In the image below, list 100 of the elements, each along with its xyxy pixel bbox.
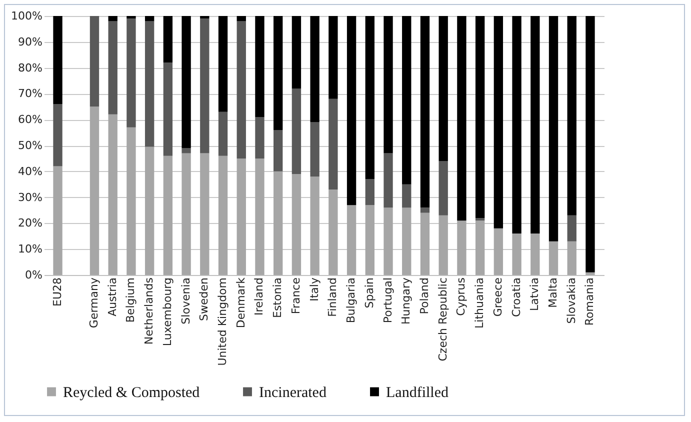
x-tick-label: Italy [308, 277, 321, 302]
bar [530, 234, 540, 275]
x-tick-label: France [289, 277, 302, 314]
bar [438, 215, 448, 275]
x-tick-label: Slovakia [564, 278, 578, 324]
bar [108, 21, 118, 114]
bar [438, 16, 448, 162]
bar [328, 98, 338, 190]
y-tick-label: 90% [18, 35, 42, 48]
x-tick-label: United Kingdom [216, 278, 230, 366]
bar [163, 156, 173, 275]
y-tick-label: 80% [18, 61, 42, 74]
x-tick-label: Sweden [198, 277, 211, 321]
bar [567, 16, 576, 216]
bar [144, 21, 154, 147]
x-tick-label: Romania [583, 278, 596, 326]
bar [475, 218, 485, 221]
bar [182, 153, 191, 275]
bar [274, 130, 283, 172]
bar [292, 88, 302, 174]
x-tick-label: Spain [362, 277, 376, 308]
x-tick-label: Croatia [510, 278, 523, 318]
x-tick-label: Lithuania [473, 278, 486, 328]
x-tick-label: Latvia [528, 278, 542, 311]
bar [420, 212, 430, 275]
bar [494, 228, 504, 275]
bar [586, 272, 595, 275]
legend-label: Reycled & Composted [63, 384, 200, 401]
bar [255, 117, 264, 158]
bar [274, 171, 283, 275]
bar [402, 16, 412, 184]
bar [200, 153, 210, 275]
bar [218, 112, 228, 156]
bar [200, 18, 210, 154]
legend-label: Incinerated [259, 384, 327, 401]
y-tick-label: 20% [18, 216, 42, 230]
bar [218, 156, 228, 275]
bar [548, 241, 558, 275]
bar [310, 122, 320, 177]
x-tick-label: Poland [418, 278, 431, 314]
x-tick-label: Portugal [381, 278, 394, 324]
bar [494, 16, 504, 228]
bar [438, 161, 448, 216]
bar [384, 153, 393, 208]
bar [310, 176, 320, 275]
bar [548, 16, 558, 242]
bar [457, 16, 466, 221]
bar [53, 104, 62, 166]
bar [108, 114, 118, 275]
bar [144, 146, 154, 275]
bar [457, 220, 466, 275]
bar [292, 16, 302, 89]
bar [512, 234, 522, 275]
x-tick-label: Bulgaria [344, 278, 358, 324]
bar [163, 62, 173, 156]
bar [53, 16, 62, 104]
x-tick-label: Denmark [234, 276, 248, 328]
x-tick-label: Austria [106, 278, 119, 316]
x-tick-label: Estonia [271, 278, 284, 318]
bar [163, 16, 173, 63]
bar [90, 106, 100, 275]
bar [475, 220, 485, 275]
x-tick-label: Luxembourg [160, 278, 174, 346]
x-tick-label: Greece [491, 277, 504, 317]
legend-label: Landfilled [386, 384, 449, 401]
bar [236, 21, 246, 158]
bar [126, 16, 136, 19]
y-tick-label: 60% [18, 113, 42, 126]
bar [567, 241, 576, 275]
bar [420, 208, 430, 213]
y-tick-label: 100% [11, 10, 42, 22]
bar [182, 16, 191, 148]
y-tick-label: 10% [18, 242, 42, 256]
bar [567, 215, 576, 242]
bar [108, 16, 118, 22]
x-tick-label: Slovenia [179, 278, 192, 324]
y-tick-label: 30% [18, 190, 42, 204]
bar [90, 16, 100, 107]
bar [255, 158, 264, 275]
bar [328, 190, 338, 275]
bar [236, 158, 246, 275]
bar [310, 16, 320, 122]
bar [292, 174, 302, 275]
y-tick-label: 50% [18, 139, 42, 152]
bar [53, 166, 62, 275]
bar [402, 208, 412, 275]
y-tick-label: 40% [18, 164, 42, 178]
x-tick-label: Hungary [400, 277, 413, 324]
bar [274, 16, 283, 130]
bar [365, 205, 374, 275]
x-tick-label: Netherlands [142, 277, 156, 345]
bar [365, 16, 374, 180]
x-tick-label: Germany [87, 277, 100, 328]
bar [530, 16, 540, 234]
bar [384, 16, 393, 154]
bar [126, 18, 136, 128]
x-tick-label: EU28 [50, 278, 64, 306]
y-tick-label: 70% [18, 87, 42, 100]
bar [144, 16, 154, 22]
bar [328, 16, 338, 99]
